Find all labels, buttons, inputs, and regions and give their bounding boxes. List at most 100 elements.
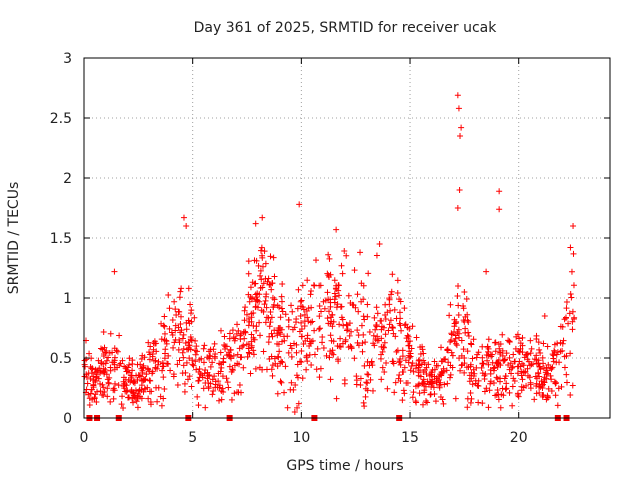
data-point [105,354,112,361]
data-point [408,362,415,369]
data-point [538,378,545,385]
data-point [514,363,521,370]
data-point [143,371,150,378]
data-point [298,333,305,340]
data-point [219,373,226,380]
data-point [533,390,540,397]
data-point [296,328,303,335]
data-point [171,339,178,346]
data-point [412,365,419,372]
data-point [243,341,250,348]
data-point [563,379,570,386]
data-point [124,368,131,375]
data-point [388,288,395,295]
data-point [343,252,350,259]
data-point [226,335,233,342]
data-point [425,361,432,368]
data-point [288,353,295,360]
data-point [134,361,141,368]
data-point [452,332,459,339]
data-point [497,349,504,356]
data-point [303,352,310,359]
data-point [186,320,193,327]
data-point [325,251,332,258]
data-point [460,317,467,324]
data-point [231,362,238,369]
data-point [202,366,209,373]
data-point [361,362,368,369]
data-point [330,351,337,358]
data-point [464,311,471,318]
data-point [114,348,121,355]
data-point [131,393,138,400]
data-point [451,316,458,323]
data-point [183,326,190,333]
data-point [148,388,155,395]
data-point [456,187,463,193]
data-point [101,389,108,396]
data-point [348,328,355,335]
data-point [550,352,557,359]
data-point [180,214,187,221]
data-point [258,276,265,283]
data-point [299,282,306,289]
data-point [179,335,186,342]
data-point [485,348,492,355]
data-point [451,323,458,330]
data-point [136,387,143,394]
data-point [494,375,501,382]
data-point [461,369,468,376]
data-point [299,375,306,382]
data-point [192,358,199,365]
data-point [224,379,231,386]
data-point [479,354,486,361]
x-tick-label: 20 [510,430,528,446]
data-point [236,382,243,389]
data-point [341,248,348,255]
data-point [400,369,407,376]
data-point [274,330,281,337]
data-point [179,349,186,356]
y-tick-label: 3 [63,51,72,67]
data-point [201,342,208,349]
data-point [262,260,269,267]
data-point [111,357,118,364]
data-point [520,369,527,376]
data-point [485,361,492,368]
data-point [511,378,518,385]
data-point [423,364,430,371]
data-point [237,336,244,343]
data-point [410,389,417,396]
data-point [167,367,174,374]
data-point [316,282,323,289]
data-point [95,375,102,382]
data-point [132,394,139,401]
data-point [527,379,534,386]
data-point [461,360,468,367]
data-point [330,338,337,345]
data-point [291,340,298,347]
data-point [466,378,473,385]
data-point [145,339,152,346]
data-point [505,337,512,344]
data-point [181,380,188,387]
data-point [252,365,259,372]
data-point [263,314,270,321]
data-point [361,403,368,410]
data-point [307,291,314,298]
data-point [401,305,408,312]
data-point [316,326,323,333]
data-point [389,325,396,332]
data-point [364,313,371,320]
data-point [87,390,94,397]
data-point [391,389,398,396]
data-point [287,342,294,349]
data-point [438,372,445,379]
data-point [248,331,255,338]
data-point [218,396,225,403]
data-point [555,385,562,392]
data-point [139,352,146,359]
data-point [389,324,396,331]
data-point [457,367,464,374]
data-point [358,322,365,329]
